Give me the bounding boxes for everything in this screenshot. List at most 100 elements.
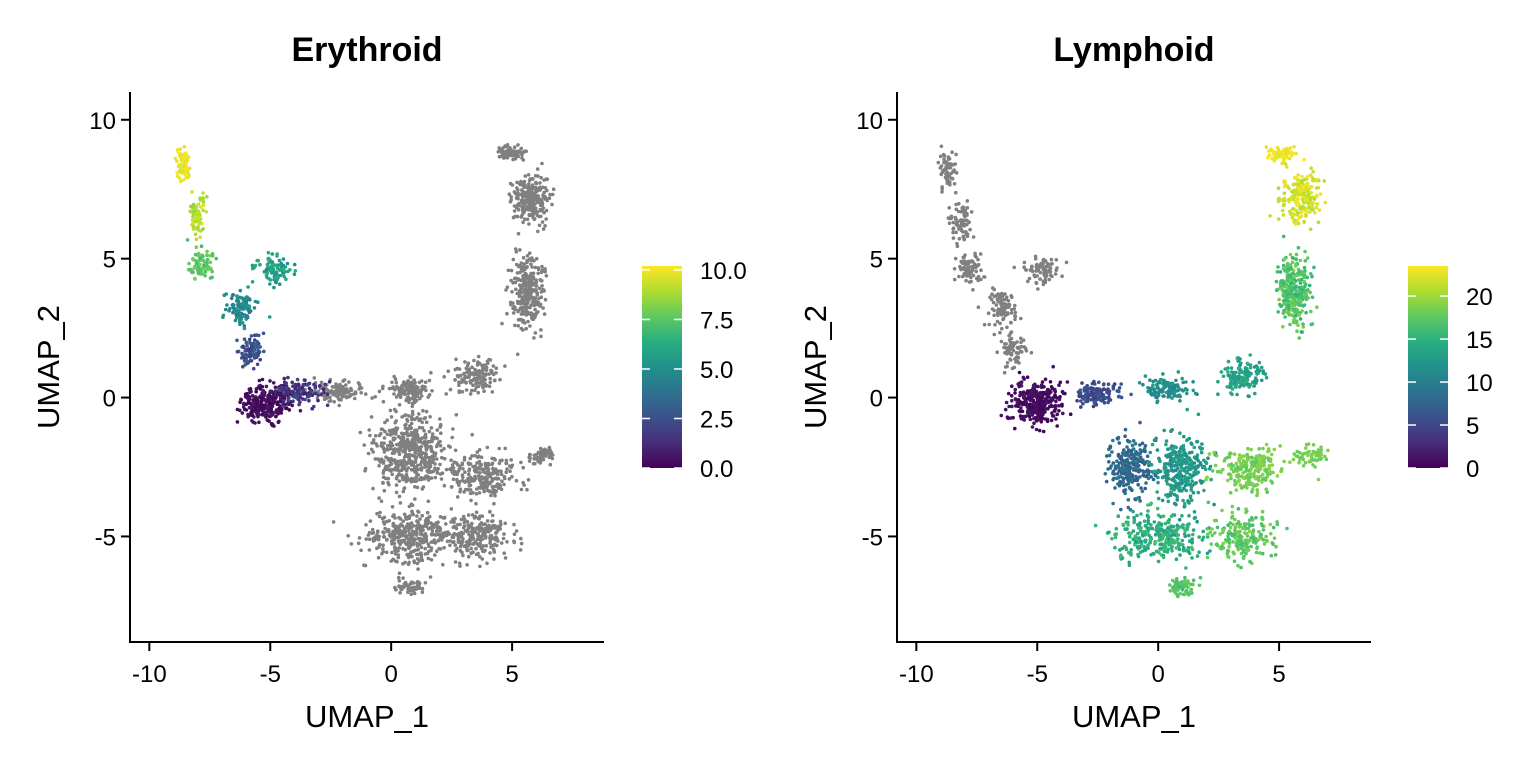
- cell-point: [291, 384, 295, 389]
- cell-point: [1025, 389, 1030, 393]
- cell-point: [550, 456, 555, 461]
- cell-point: [1065, 380, 1070, 384]
- cell-point: [485, 383, 489, 388]
- cell-point: [198, 196, 202, 200]
- cell-point: [396, 575, 401, 580]
- cell-point: [533, 307, 537, 312]
- cell-point: [261, 331, 266, 336]
- cell-point: [968, 259, 972, 264]
- cell-point: [1185, 407, 1189, 412]
- cell-point: [503, 521, 508, 526]
- cell-point: [376, 530, 380, 534]
- cell-point: [1041, 407, 1045, 412]
- cell-point: [547, 455, 552, 460]
- cell-point: [401, 533, 406, 538]
- cell-point: [1112, 476, 1116, 481]
- cell-point: [541, 454, 545, 458]
- cell-point: [442, 545, 446, 550]
- cell-point: [419, 555, 424, 560]
- cell-point: [478, 564, 482, 569]
- cell-point: [527, 459, 532, 463]
- cell-point: [1135, 496, 1139, 501]
- cell-point: [1170, 382, 1174, 387]
- cell-point: [282, 399, 286, 403]
- cell-point: [273, 272, 278, 276]
- cell-point: [1167, 385, 1172, 390]
- cell-point: [1046, 395, 1051, 399]
- cell-point: [390, 386, 395, 391]
- cell-point: [449, 507, 454, 511]
- cell-point: [515, 271, 520, 275]
- cell-point: [505, 540, 509, 544]
- cell-point: [403, 548, 408, 552]
- cell-point: [1180, 376, 1184, 381]
- cell-point: [511, 257, 516, 262]
- cell-point: [1033, 257, 1038, 261]
- cell-point: [463, 487, 468, 492]
- cell-point: [370, 396, 374, 400]
- cell-point: [960, 209, 965, 214]
- cell-point: [504, 288, 508, 292]
- cell-point: [1196, 490, 1201, 495]
- cell-point: [998, 321, 1002, 326]
- cell-point: [500, 321, 504, 326]
- cell-point: [438, 417, 442, 421]
- cell-point: [1148, 378, 1152, 383]
- cell-point: [1092, 379, 1096, 384]
- cell-point: [525, 487, 529, 492]
- cell-point: [1009, 416, 1013, 420]
- cell-point: [519, 261, 524, 265]
- cell-point: [416, 435, 420, 439]
- cell-point: [1104, 479, 1109, 484]
- cell-point: [392, 448, 397, 453]
- cell-point: [954, 230, 958, 235]
- cell-point: [397, 448, 401, 452]
- cell-point: [543, 224, 547, 228]
- cell-point: [473, 464, 478, 469]
- cell-point: [407, 525, 412, 530]
- cell-point: [420, 426, 425, 430]
- cell-point: [1206, 456, 1210, 461]
- cell-point: [390, 550, 394, 555]
- x-axis-label: UMAP_1: [305, 699, 429, 734]
- cell-point: [1005, 352, 1009, 356]
- cell-point: [487, 372, 491, 376]
- cell-point: [1168, 455, 1173, 460]
- cell-point: [538, 457, 543, 461]
- cell-point: [502, 150, 506, 155]
- cell-point: [277, 419, 281, 424]
- cell-point: [543, 195, 547, 199]
- cell-point: [512, 209, 517, 213]
- cell-point: [440, 455, 444, 460]
- cell-point: [535, 197, 539, 201]
- cell-point: [449, 458, 453, 463]
- cell-point: [539, 328, 543, 332]
- cell-point: [399, 584, 404, 589]
- point-layer: [173, 143, 556, 596]
- cell-point: [243, 305, 247, 309]
- cell-point: [1013, 317, 1017, 322]
- cell-point: [534, 284, 539, 288]
- cell-point: [965, 199, 970, 203]
- cell-point: [381, 447, 386, 451]
- cell-point: [438, 422, 443, 427]
- cell-point: [1010, 384, 1014, 389]
- cell-point: [423, 434, 427, 439]
- cell-point: [947, 221, 952, 225]
- cell-point: [402, 448, 407, 452]
- cell-point: [367, 428, 372, 432]
- cell-point: [316, 393, 321, 397]
- cell-point: [235, 338, 239, 343]
- cell-point: [476, 354, 481, 359]
- cell-point: [409, 426, 414, 430]
- cell-point: [390, 451, 395, 456]
- cell-point: [1179, 466, 1184, 470]
- cell-point: [519, 460, 523, 465]
- cell-point: [1180, 462, 1184, 466]
- cell-point: [193, 252, 198, 257]
- cell-point: [426, 499, 431, 504]
- cell-point: [474, 510, 479, 515]
- cell-point: [483, 530, 488, 535]
- cell-point: [235, 420, 240, 424]
- cell-point: [245, 344, 249, 348]
